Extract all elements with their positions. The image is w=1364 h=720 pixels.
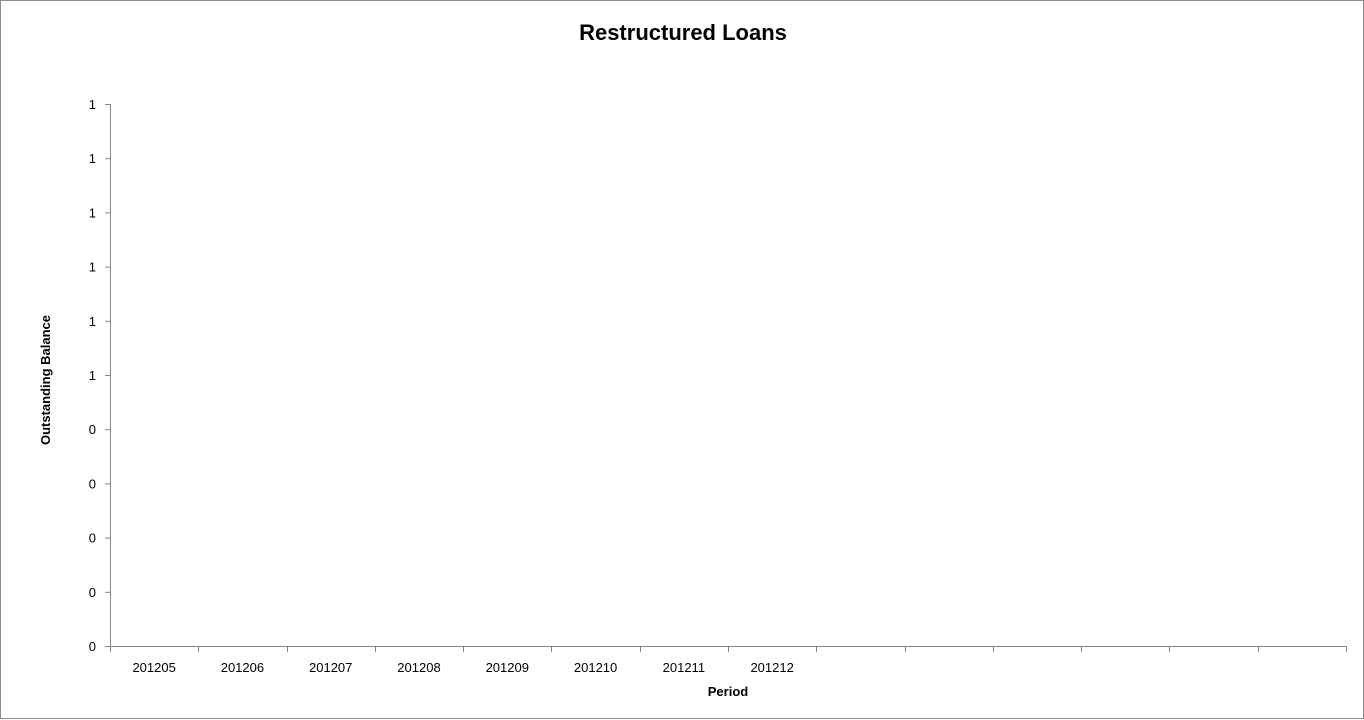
x-tick-label: 201205	[132, 660, 175, 675]
y-tick-label: 0	[89, 585, 96, 600]
y-tick-label: 1	[89, 151, 96, 166]
x-tick-label: 201210	[574, 660, 617, 675]
y-axis-title: Outstanding Balance	[38, 315, 53, 445]
y-tick-label: 1	[89, 260, 96, 275]
y-tick-label: 0	[89, 422, 96, 437]
y-tick-label: 1	[89, 368, 96, 383]
x-axis-ticks: 201205 201206 201207 201208 201209 201210 2012…	[110, 646, 1347, 675]
x-tick-label: 201211	[663, 660, 705, 675]
y-tick-label: 1	[89, 205, 96, 220]
x-tick-label: 201209	[486, 660, 529, 675]
y-tick-label: 0	[89, 476, 96, 491]
y-tick-label: 1	[89, 314, 96, 329]
y-tick-label: 1	[89, 97, 96, 112]
y-axis-ticks: 0 0 0 0 0 1 1 1 1 1 1	[89, 97, 110, 654]
chart-title: Restructured Loans	[579, 20, 787, 45]
x-tick-label: 201207	[309, 660, 352, 675]
y-tick-label: 0	[89, 531, 96, 546]
x-tick-label: 201208	[397, 660, 440, 675]
x-tick-label: 201212	[750, 660, 793, 675]
y-tick-label: 0	[89, 639, 96, 654]
x-tick-label: 201206	[221, 660, 264, 675]
x-axis-title: Period	[708, 684, 749, 699]
